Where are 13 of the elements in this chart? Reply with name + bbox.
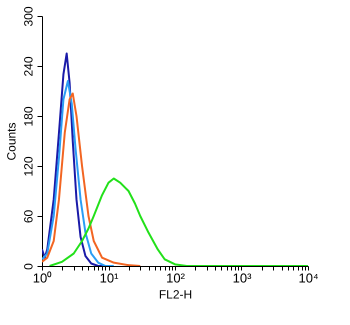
- y-tick-label: 120: [22, 156, 36, 177]
- y-tick-label: 60: [22, 210, 36, 224]
- y-tick-label: 300: [22, 6, 36, 27]
- x-tick-label: 10¹: [100, 270, 120, 286]
- x-tick-label: 10²: [166, 270, 186, 286]
- y-tick-label: 0: [22, 262, 36, 270]
- y-axis-title: Counts: [4, 122, 18, 161]
- x-tick-label: 10⁰: [32, 270, 52, 286]
- y-tick-label: 240: [22, 56, 36, 77]
- x-tick-label: 10⁴: [298, 270, 319, 286]
- x-tick-label: 10³: [232, 270, 252, 286]
- y-tick-label: 180: [22, 106, 36, 127]
- x-axis-title: FL2-H: [158, 288, 192, 302]
